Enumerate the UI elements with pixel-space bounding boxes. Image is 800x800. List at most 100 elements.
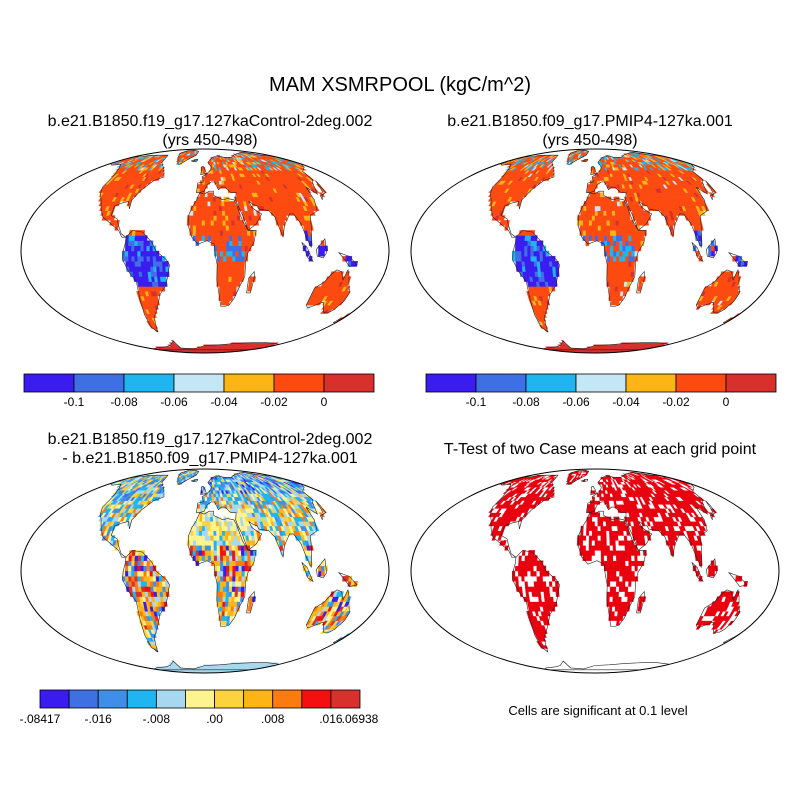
- grid-cell: [158, 159, 165, 162]
- grid-cell: [241, 235, 245, 241]
- grid-cell: [244, 240, 249, 247]
- grid-cell: [213, 205, 217, 211]
- grid-cell: [162, 261, 166, 267]
- coastline: [305, 268, 350, 313]
- grid-cell: [603, 210, 607, 216]
- grid-cell: [600, 196, 604, 202]
- grid-cell: [252, 349, 262, 352]
- grid-cell: [644, 349, 654, 352]
- grid-cell: [189, 225, 194, 231]
- grid-cell: [603, 220, 608, 226]
- grid-cell: [226, 235, 230, 241]
- grid-cell: [619, 240, 623, 247]
- grid-cell: [197, 184, 201, 189]
- grid-cell: [263, 348, 272, 351]
- grid-cell: [207, 215, 212, 221]
- grid-cell: [630, 220, 635, 226]
- grid-cell: [612, 276, 617, 282]
- grid-cell: [128, 250, 132, 257]
- grid-cell: [606, 230, 611, 236]
- grid-cell: [630, 266, 635, 272]
- grid-cell: [609, 225, 614, 231]
- grid-cell: [125, 245, 129, 252]
- grid-cell: [225, 220, 230, 226]
- grid-cell: [318, 250, 322, 257]
- grid-cell: [602, 196, 607, 202]
- grid-cell: [198, 235, 203, 241]
- grid-cell: [241, 261, 245, 267]
- grid-cell: [143, 349, 153, 352]
- grid-cell: [207, 196, 211, 202]
- grid-cell: [125, 250, 129, 257]
- grid-cell: [157, 350, 166, 353]
- grid-cell: [586, 196, 590, 202]
- grid-cell: [152, 350, 162, 353]
- grid-cell: [642, 349, 652, 352]
- grid-cell: [218, 205, 223, 211]
- grid-cell: [216, 215, 220, 221]
- grid-cell: [210, 215, 215, 221]
- grid-cell: [213, 220, 218, 226]
- grid-cell: [612, 266, 617, 272]
- grid-cell: [609, 230, 614, 236]
- grid-cell: [622, 240, 626, 247]
- grid-cell: [193, 210, 197, 216]
- grid-cell: [609, 220, 614, 226]
- grid-cell: [238, 351, 247, 353]
- grid-cell: [600, 220, 605, 226]
- grid-cell: [202, 184, 206, 189]
- panel-2-title: b.e21.B1850.f09_g17.PMIP4-127ka.001 (yrs…: [380, 112, 800, 150]
- grid-cell: [603, 215, 608, 221]
- grid-cell: [128, 245, 132, 252]
- grid-cell: [234, 225, 239, 231]
- grid-cell: [589, 205, 593, 211]
- grid-cell: [615, 266, 620, 272]
- grid-cell: [600, 225, 605, 231]
- grid-cell: [253, 349, 263, 352]
- grid-cell: [156, 266, 161, 272]
- grid-cell: [630, 230, 635, 236]
- grid-cell: [543, 350, 553, 353]
- grid-cell: [591, 230, 596, 236]
- grid-cell: [171, 342, 177, 346]
- grid-cell: [213, 210, 217, 216]
- grid-cell: [235, 261, 239, 267]
- grid-cell: [285, 156, 295, 160]
- grid-cell: [640, 235, 645, 241]
- grid-cell: [585, 225, 590, 231]
- grid-cell: [538, 349, 548, 352]
- grid-cell: [134, 255, 139, 262]
- grid-cell: [213, 235, 218, 241]
- coastline: [100, 154, 169, 238]
- grid-cell: [219, 266, 224, 272]
- grid-cell: [585, 220, 590, 226]
- grid-cell: [626, 351, 634, 353]
- grid-cell: [542, 250, 547, 257]
- grid-cell: [143, 240, 148, 247]
- grid-cell: [629, 351, 638, 353]
- grid-cell: [612, 220, 617, 226]
- grid-cell: [610, 245, 614, 252]
- grid-cell: [527, 255, 532, 262]
- grid-cell: [585, 230, 590, 236]
- grid-cell: [161, 351, 171, 353]
- grid-cell: [542, 350, 552, 353]
- map-panel-pmip4: [410, 148, 780, 354]
- grid-cell: [236, 215, 241, 221]
- grid-cell: [618, 266, 623, 272]
- grid-cell: [585, 215, 590, 221]
- grid-cell: [612, 235, 617, 241]
- grid-cell: [225, 225, 230, 231]
- grid-cell: [594, 180, 598, 185]
- grid-cell: [204, 201, 209, 207]
- grid-cell: [152, 250, 157, 257]
- grid-cell: [125, 255, 129, 262]
- grid-cell: [235, 250, 239, 257]
- grid-cell: [210, 201, 214, 207]
- grid-cell: [155, 261, 160, 267]
- grid-cell: [210, 235, 215, 241]
- grid-cell: [238, 250, 243, 257]
- grid-cell: [236, 351, 245, 353]
- grid-cell: [237, 271, 242, 277]
- grid-cell: [533, 349, 543, 352]
